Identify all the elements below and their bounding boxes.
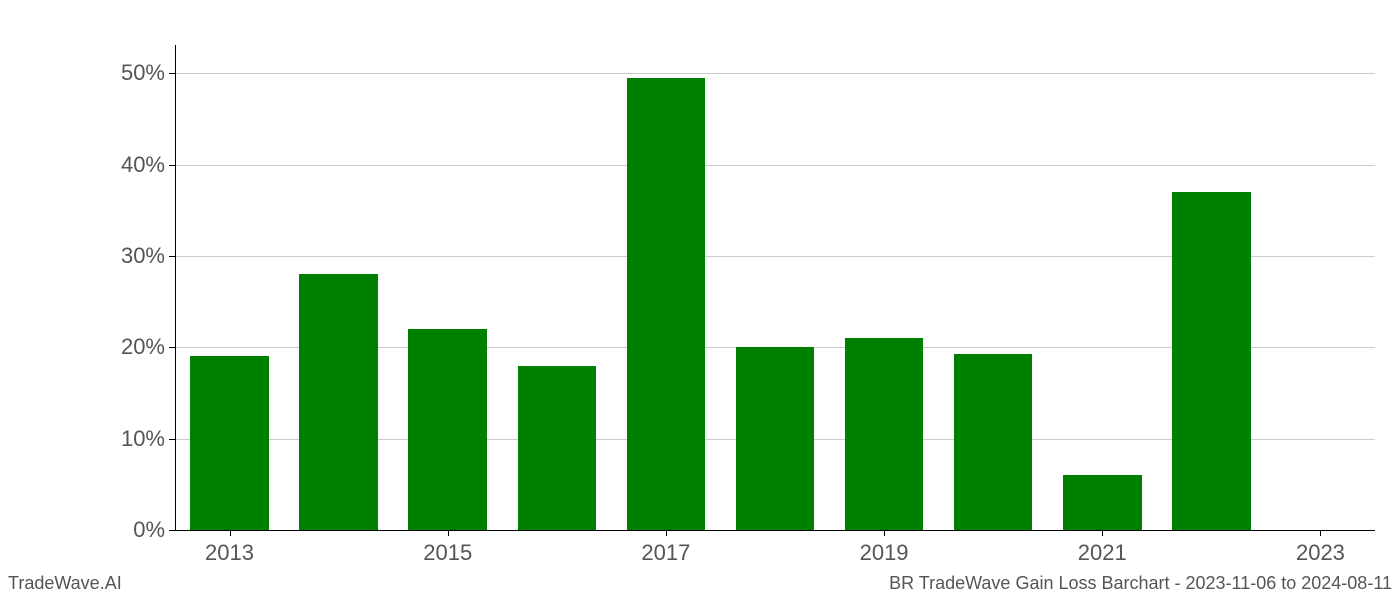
- y-tick-label: 0%: [133, 517, 165, 543]
- x-tick-mark: [884, 530, 885, 536]
- bar-2015: [408, 329, 487, 530]
- bar-2020: [954, 354, 1033, 530]
- bar-2016: [518, 366, 597, 530]
- x-tick-mark: [230, 530, 231, 536]
- bar-2018: [736, 347, 815, 530]
- caption-right: BR TradeWave Gain Loss Barchart - 2023-1…: [889, 573, 1392, 594]
- bar-2021: [1063, 475, 1142, 530]
- x-tick-label: 2017: [641, 540, 690, 566]
- bar-2019: [845, 338, 924, 530]
- x-tick-label: 2023: [1296, 540, 1345, 566]
- bar-2022: [1172, 192, 1251, 530]
- x-tick-label: 2013: [205, 540, 254, 566]
- bar-2014: [299, 274, 378, 530]
- bar-2017: [627, 78, 706, 530]
- y-tick-label: 30%: [121, 243, 165, 269]
- bar-2013: [190, 356, 269, 530]
- gain-loss-barchart: 0% 10% 20% 30% 40% 50% 2013 2015 2017 2019 2021 202…: [0, 0, 1400, 600]
- y-tick-label: 40%: [121, 152, 165, 178]
- y-gridline: [175, 165, 1375, 166]
- y-tick-label: 20%: [121, 334, 165, 360]
- x-tick-label: 2021: [1078, 540, 1127, 566]
- y-axis: [175, 45, 176, 530]
- x-tick-mark: [1320, 530, 1321, 536]
- x-tick-label: 2019: [860, 540, 909, 566]
- x-tick-mark: [448, 530, 449, 536]
- x-tick-label: 2015: [423, 540, 472, 566]
- y-tick-label: 10%: [121, 426, 165, 452]
- x-tick-mark: [1102, 530, 1103, 536]
- y-gridline: [175, 73, 1375, 74]
- y-tick-label: 50%: [121, 60, 165, 86]
- x-tick-mark: [666, 530, 667, 536]
- plot-area: 0%10%20%30%40%50%20132015201720192021202…: [175, 55, 1375, 530]
- x-axis: [175, 530, 1375, 531]
- caption-left: TradeWave.AI: [8, 573, 122, 594]
